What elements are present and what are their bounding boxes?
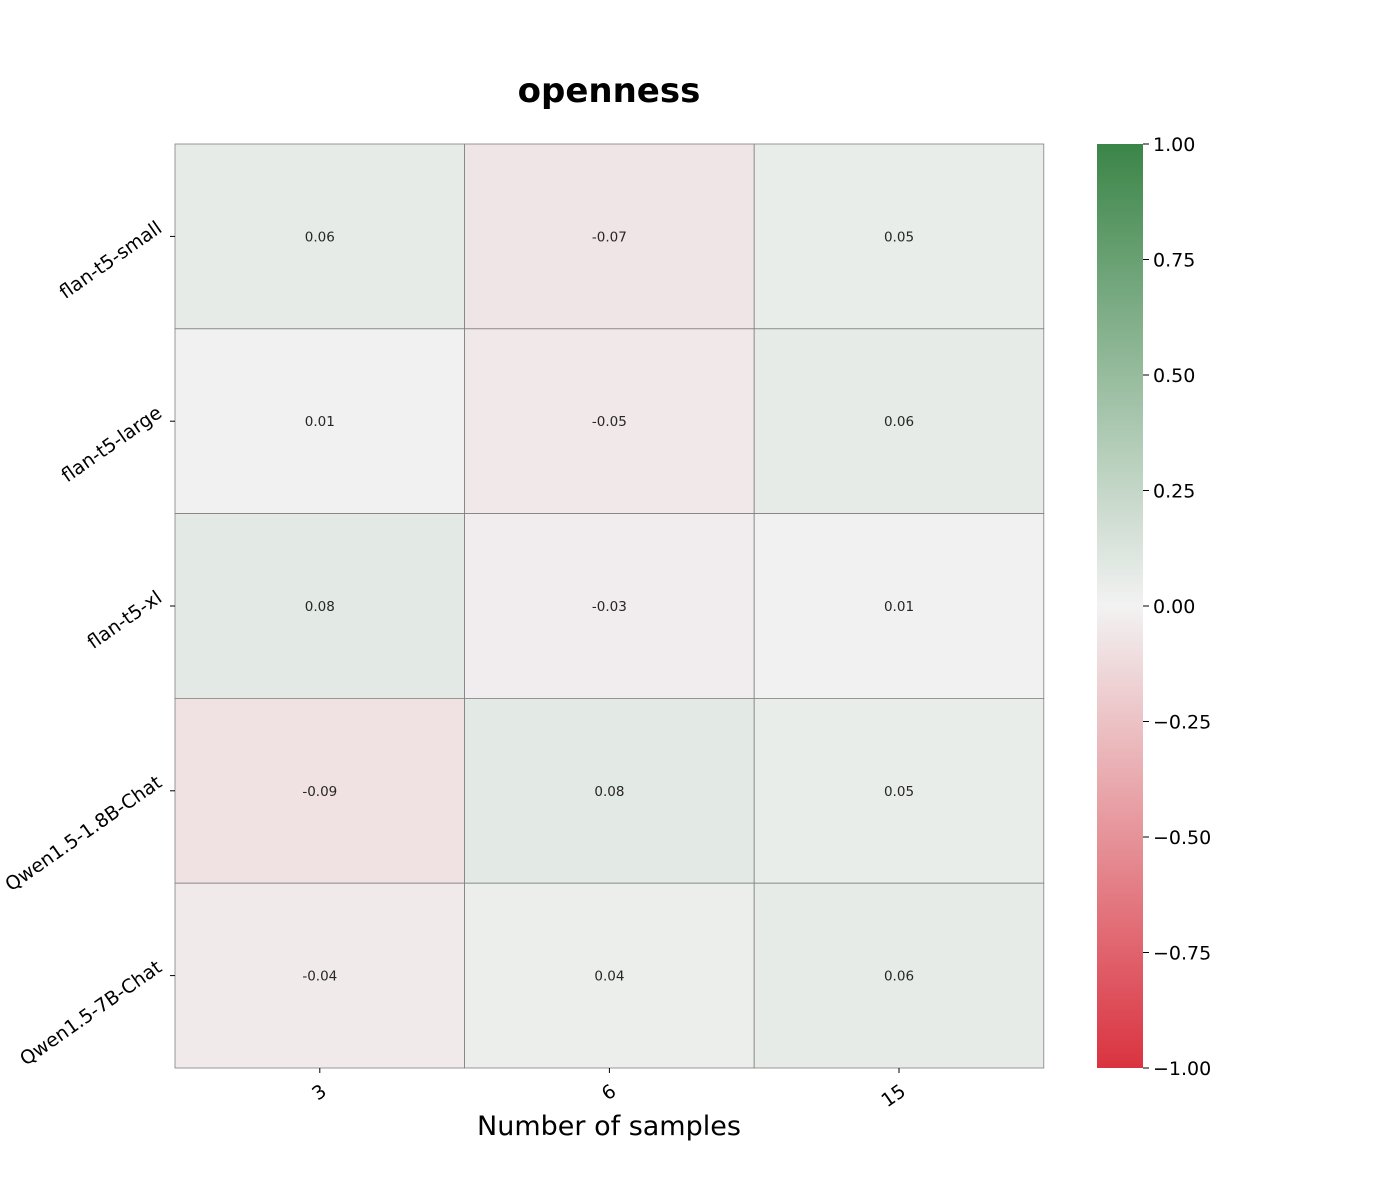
- heatmap-cell: [174, 328, 466, 514]
- colorbar: 1.00 0.75 0.50 0.25 0.00 −0.25 −0.50 −0.75 −1.00: [1097, 134, 1211, 1080]
- colorbar-tick-label: −1.00: [1153, 1058, 1211, 1080]
- colorbar-tick-label: 0.25: [1153, 481, 1195, 503]
- heatmap-cell: [464, 143, 755, 330]
- cell-value-label: 0.08: [594, 784, 624, 800]
- heatmap-cell: [753, 143, 1045, 330]
- cell-value-label: -0.09: [302, 784, 337, 800]
- cell-value-label: 0.06: [305, 229, 335, 245]
- heatmap-cell: [174, 882, 466, 1069]
- cell-value-label: -0.05: [592, 414, 627, 430]
- cell-value-label: 0.04: [594, 969, 624, 985]
- y-tick-label: flan-t5-small: [56, 217, 167, 304]
- colorbar-tick-label: 0.75: [1153, 250, 1195, 272]
- heatmap-cell: [174, 513, 466, 699]
- x-tick-label: 15: [877, 1080, 909, 1112]
- heatmap-cell: [174, 143, 466, 330]
- y-axis-ticks: flan-t5-small flan-t5-large flan-t5-xl Qwen…: [1, 217, 175, 1070]
- colorbar-tick-label: 0.00: [1153, 596, 1195, 618]
- cell-value-label: 0.01: [884, 599, 914, 615]
- colorbar-ticks: 1.00 0.75 0.50 0.25 0.00 −0.25 −0.50 −0.75 −1.00: [1143, 134, 1211, 1080]
- cell-value-label: 0.06: [884, 969, 914, 985]
- heatmap-cell: [753, 882, 1045, 1069]
- heatmap-cell: [753, 698, 1045, 884]
- heatmap-cell-labels: 0.06 -0.07 0.05 0.01 -0.05 0.06 0.08 -0.03 0.01 -…: [302, 229, 914, 984]
- cell-value-label: 0.01: [305, 414, 335, 430]
- cell-value-label: 0.05: [884, 784, 914, 800]
- x-axis-label: Number of samples: [477, 1111, 741, 1142]
- colorbar-gradient: [1097, 144, 1143, 1068]
- cell-value-label: 0.06: [884, 414, 914, 430]
- heatmap-cell: [753, 328, 1045, 514]
- chart-title: openness: [518, 71, 701, 111]
- cell-value-label: -0.04: [302, 969, 337, 985]
- x-tick-label: 6: [598, 1080, 621, 1105]
- cell-value-label: -0.07: [592, 229, 627, 245]
- colorbar-tick-label: 0.50: [1153, 365, 1195, 387]
- heatmap-cells: [174, 143, 1045, 1069]
- heatmap-cell: [464, 513, 755, 699]
- colorbar-tick-label: −0.50: [1153, 827, 1211, 849]
- heatmap-cell: [174, 698, 466, 884]
- heatmap-cell: [464, 882, 755, 1069]
- cell-value-label: 0.05: [884, 229, 914, 245]
- colorbar-tick-label: −0.25: [1153, 712, 1211, 734]
- x-tick-label: 3: [308, 1080, 331, 1105]
- colorbar-tick-label: 1.00: [1153, 134, 1195, 156]
- cell-value-label: 0.08: [305, 599, 335, 615]
- y-tick-label: Qwen1.5-1.8B-Chat: [1, 771, 166, 896]
- y-tick-label: Qwen1.5-7B-Chat: [16, 956, 166, 1070]
- y-tick-label: flan-t5-xl: [83, 587, 166, 654]
- heatmap-cell: [464, 328, 755, 514]
- x-axis-ticks: 3 6 15: [308, 1068, 910, 1112]
- y-tick-label: flan-t5-large: [58, 402, 167, 487]
- cell-value-label: -0.03: [592, 599, 627, 615]
- colorbar-tick-label: −0.75: [1153, 943, 1211, 965]
